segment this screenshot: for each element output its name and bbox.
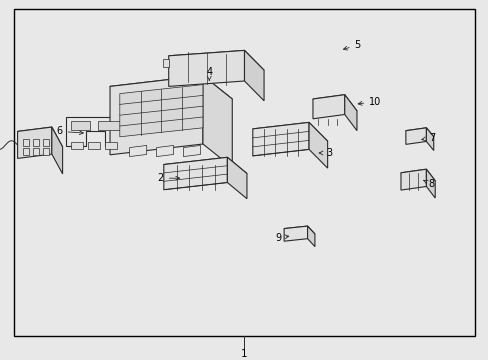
Polygon shape <box>110 76 232 110</box>
Polygon shape <box>400 169 434 184</box>
Bar <box>33 148 39 155</box>
Bar <box>43 139 49 146</box>
Polygon shape <box>344 95 356 131</box>
Text: 6: 6 <box>56 126 83 136</box>
Polygon shape <box>308 122 327 168</box>
Bar <box>23 148 29 155</box>
Text: 9: 9 <box>274 233 288 243</box>
Polygon shape <box>110 76 203 155</box>
Text: 8: 8 <box>423 179 434 189</box>
Polygon shape <box>203 76 232 167</box>
Text: 3: 3 <box>319 148 332 158</box>
Polygon shape <box>66 117 124 146</box>
Polygon shape <box>98 121 120 130</box>
Polygon shape <box>163 59 168 67</box>
Polygon shape <box>71 142 83 149</box>
Text: 5: 5 <box>343 40 360 50</box>
Polygon shape <box>183 145 200 157</box>
Text: 1: 1 <box>241 348 247 359</box>
Polygon shape <box>71 121 90 130</box>
Polygon shape <box>52 127 62 174</box>
Polygon shape <box>18 127 62 151</box>
Polygon shape <box>227 157 246 199</box>
Polygon shape <box>18 127 52 158</box>
Polygon shape <box>163 157 246 181</box>
Polygon shape <box>405 128 433 140</box>
Polygon shape <box>129 145 146 157</box>
Polygon shape <box>105 142 117 149</box>
Bar <box>23 139 29 146</box>
Bar <box>43 148 49 155</box>
Polygon shape <box>252 122 308 156</box>
Polygon shape <box>284 226 314 237</box>
Text: 4: 4 <box>206 67 212 80</box>
Bar <box>33 139 39 146</box>
Text: 7: 7 <box>421 132 434 143</box>
Polygon shape <box>426 169 434 198</box>
Polygon shape <box>400 169 426 190</box>
Polygon shape <box>120 85 203 137</box>
Polygon shape <box>156 145 173 157</box>
Polygon shape <box>88 142 100 149</box>
Polygon shape <box>312 95 356 115</box>
Text: 10: 10 <box>358 96 381 107</box>
Polygon shape <box>168 50 264 76</box>
Polygon shape <box>307 226 314 247</box>
Text: 2: 2 <box>157 173 179 183</box>
Polygon shape <box>405 128 426 144</box>
Polygon shape <box>312 95 344 119</box>
Polygon shape <box>284 226 307 241</box>
Polygon shape <box>168 50 244 86</box>
Polygon shape <box>163 157 227 190</box>
Polygon shape <box>426 128 433 150</box>
Polygon shape <box>252 122 327 148</box>
Polygon shape <box>244 50 264 101</box>
